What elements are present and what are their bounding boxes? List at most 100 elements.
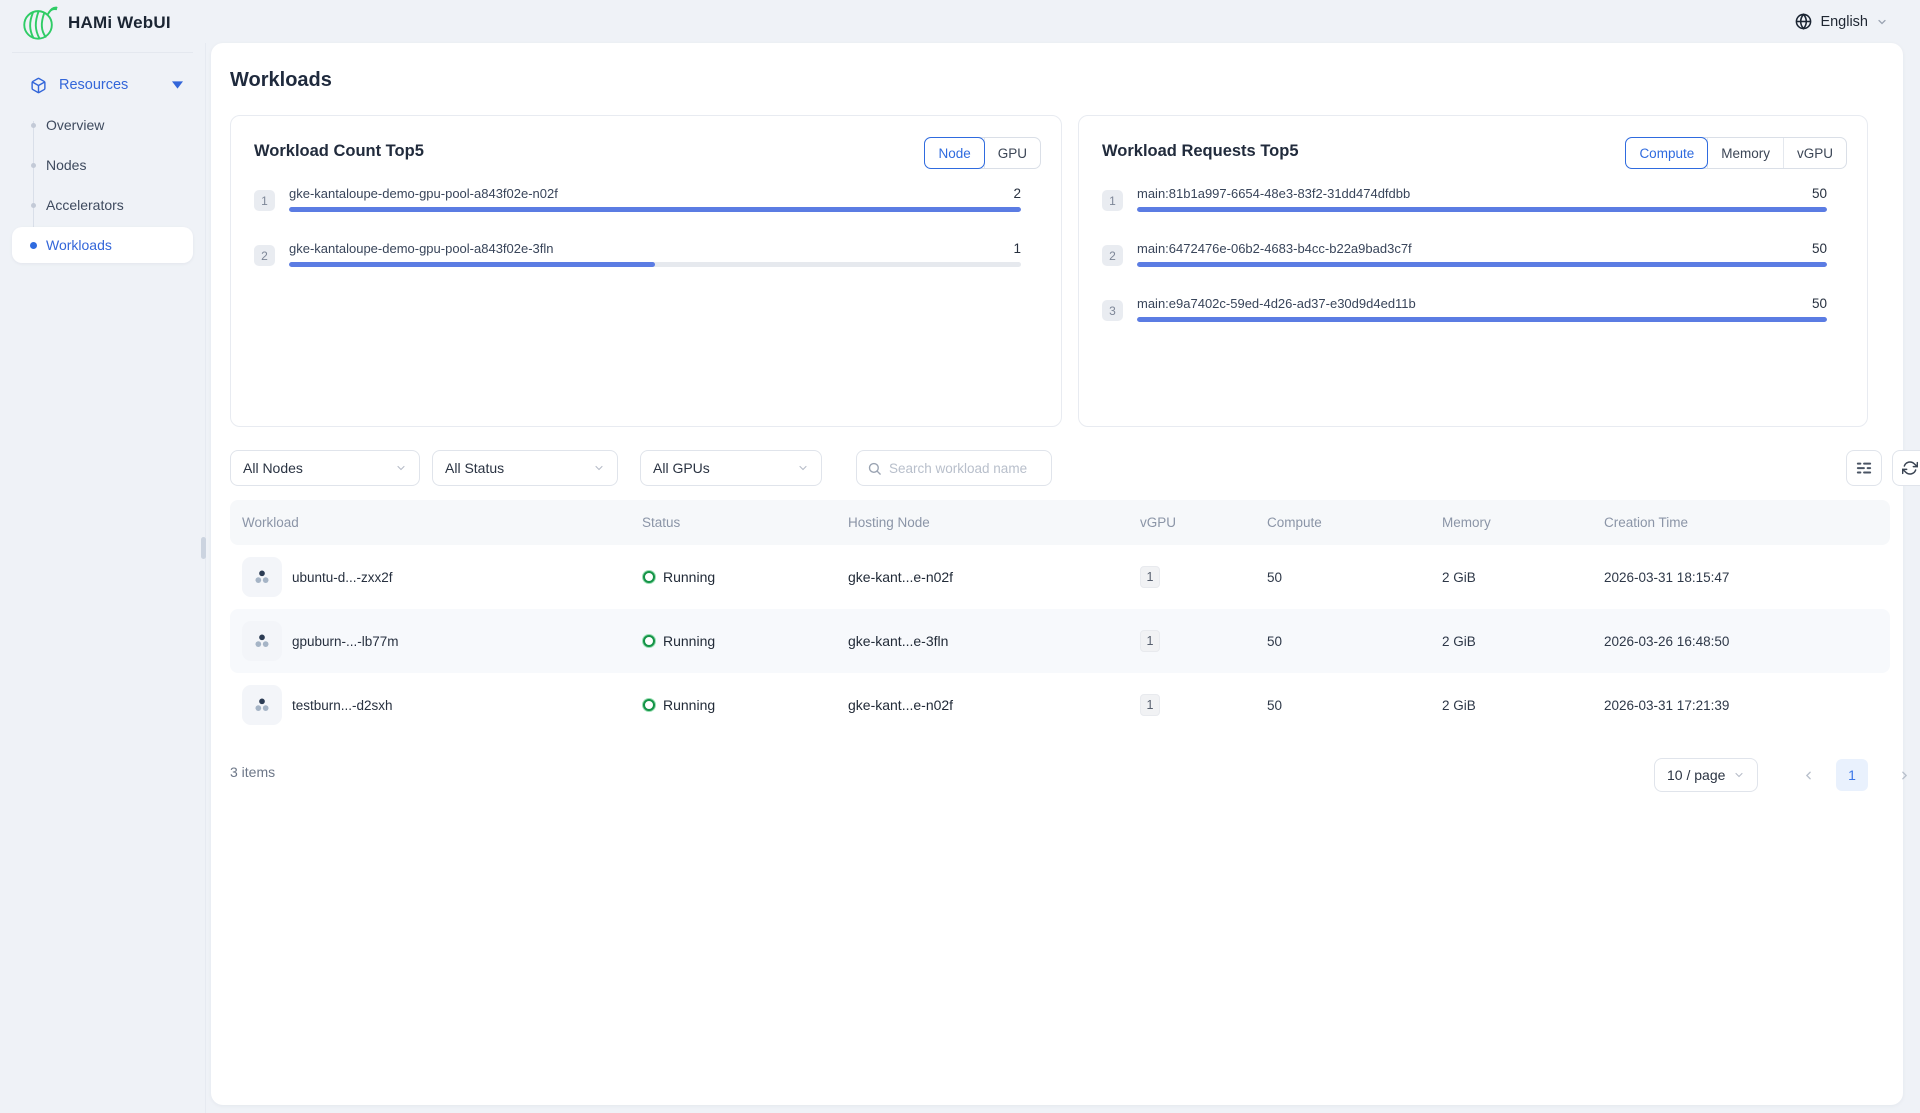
table-footer: 3 items 10 / page 1: [230, 755, 1884, 795]
status-filter-select[interactable]: All Status: [432, 450, 618, 486]
workload-avatar: [242, 557, 282, 597]
bar-fill: [289, 207, 1021, 212]
sidebar-content-divider: [205, 43, 206, 1113]
sidebar-item-accelerators[interactable]: Accelerators: [0, 185, 205, 225]
rank-badge: 1: [254, 190, 275, 211]
refresh-button[interactable]: [1892, 450, 1920, 486]
sidebar-section-label: Resources: [59, 77, 172, 93]
bar-track: [289, 262, 1021, 267]
nav-dot-icon: [31, 123, 36, 128]
table-row[interactable]: testburn...-d2sxh Running gke-kant...e-n…: [230, 673, 1890, 737]
count-toggle-group: Node GPU: [924, 137, 1041, 169]
rank-badge: 3: [1102, 300, 1123, 321]
rank-badge: 2: [1102, 245, 1123, 266]
nav-dot-icon: [30, 242, 37, 249]
list-item: 1 gke-kantaloupe-demo-gpu-pool-a843f02e-…: [254, 186, 1021, 241]
count-top5-list: 1 gke-kantaloupe-demo-gpu-pool-a843f02e-…: [254, 186, 1021, 296]
sidebar-item-workloads[interactable]: Workloads: [0, 225, 205, 265]
col-creation-time: Creation Time: [1592, 515, 1890, 530]
creation-time: 2026-03-31 18:15:47: [1592, 570, 1890, 585]
table-row[interactable]: gpuburn-...-lb77m Running gke-kant...e-3…: [230, 609, 1890, 673]
hami-logo-icon: [20, 4, 58, 42]
list-item: 1 main:81b1a997-6654-48e3-83f2-31dd474df…: [1102, 186, 1827, 241]
list-item: 3 main:e9a7402c-59ed-4d26-ad37-e30d9d4ed…: [1102, 296, 1827, 351]
toggle-node[interactable]: Node: [924, 137, 984, 169]
col-workload: Workload: [230, 515, 630, 530]
vgpu-badge: 1: [1140, 630, 1160, 652]
vgpu-badge: 1: [1140, 566, 1160, 588]
creation-time: 2026-03-26 16:48:50: [1592, 634, 1890, 649]
cube-icon: [30, 77, 47, 94]
globe-icon: [1795, 13, 1812, 30]
memory-value: 2 GiB: [1430, 570, 1592, 585]
language-selector[interactable]: English: [1795, 0, 1888, 43]
rank-badge: 2: [254, 245, 275, 266]
toggle-vgpu[interactable]: vGPU: [1783, 138, 1846, 168]
workload-name[interactable]: testburn...-d2sxh: [292, 698, 393, 713]
chevron-right-icon: [1898, 769, 1911, 782]
toggle-memory[interactable]: Memory: [1707, 138, 1783, 168]
column-settings-button[interactable]: [1846, 450, 1882, 486]
status-label: Running: [663, 697, 715, 713]
chevron-down-icon: [395, 462, 407, 474]
card-title: Workload Count Top5: [254, 142, 424, 161]
page-size-select[interactable]: 10 / page: [1654, 758, 1758, 792]
node-filter-select[interactable]: All Nodes: [230, 450, 420, 486]
filter-bar: All Nodes All Status All GPUs: [230, 450, 1884, 486]
chevron-down-icon: [1876, 16, 1888, 28]
sidebar-divider: [12, 52, 193, 53]
replicas-icon: [251, 694, 273, 716]
bar-track: [1137, 317, 1827, 322]
entry-name: main:81b1a997-6654-48e3-83f2-31dd474dfdb…: [1137, 186, 1410, 201]
col-memory: Memory: [1430, 515, 1592, 530]
compute-value: 50: [1255, 634, 1430, 649]
chevron-down-icon: [593, 462, 605, 474]
replicas-icon: [251, 630, 273, 652]
table-header: Workload Status Hosting Node vGPU Comput…: [230, 500, 1890, 545]
bar-fill: [1137, 317, 1827, 322]
sidebar-section-resources[interactable]: Resources: [12, 65, 193, 105]
workload-avatar: [242, 685, 282, 725]
entry-name: gke-kantaloupe-demo-gpu-pool-a843f02e-3f…: [289, 241, 554, 256]
search-icon: [867, 461, 882, 476]
status-label: Running: [663, 569, 715, 585]
entry-name: main:6472476e-06b2-4683-b4cc-b22a9bad3c7…: [1137, 241, 1412, 256]
app-title: HAMi WebUI: [68, 13, 171, 33]
page-title: Workloads: [230, 69, 332, 92]
search-input[interactable]: [889, 461, 1041, 476]
col-hosting-node: Hosting Node: [836, 515, 1128, 530]
chevron-left-icon: [1802, 769, 1815, 782]
rank-badge: 1: [1102, 190, 1123, 211]
entry-value: 50: [1812, 296, 1827, 311]
col-compute: Compute: [1255, 515, 1430, 530]
current-page-button[interactable]: 1: [1836, 759, 1868, 791]
gpu-filter-select[interactable]: All GPUs: [640, 450, 822, 486]
list-item: 2 gke-kantaloupe-demo-gpu-pool-a843f02e-…: [254, 241, 1021, 296]
workload-name[interactable]: gpuburn-...-lb77m: [292, 634, 399, 649]
workloads-table: Workload Status Hosting Node vGPU Comput…: [230, 500, 1890, 737]
running-status-icon: [642, 634, 656, 648]
next-page-button[interactable]: [1892, 763, 1916, 787]
splitter-drag-handle[interactable]: [201, 537, 206, 559]
chevron-down-icon: [797, 462, 809, 474]
sidebar-item-nodes[interactable]: Nodes: [0, 145, 205, 185]
running-status-icon: [642, 698, 656, 712]
top-bar: HAMi WebUI English: [0, 0, 1920, 43]
toggle-compute[interactable]: Compute: [1625, 137, 1708, 169]
sidebar-item-overview[interactable]: Overview: [0, 105, 205, 145]
entry-value: 2: [1013, 186, 1021, 201]
vgpu-badge: 1: [1140, 694, 1160, 716]
toggle-gpu[interactable]: GPU: [984, 138, 1040, 168]
entry-value: 50: [1812, 186, 1827, 201]
column-settings-icon: [1856, 460, 1872, 476]
bar-track: [1137, 207, 1827, 212]
refresh-icon: [1902, 460, 1918, 476]
list-item: 2 main:6472476e-06b2-4683-b4cc-b22a9bad3…: [1102, 241, 1827, 296]
prev-page-button[interactable]: [1796, 763, 1820, 787]
table-row[interactable]: ubuntu-d...-zxx2f Running gke-kant...e-n…: [230, 545, 1890, 609]
workload-count-top5-card: Workload Count Top5 Node GPU 1 gke-kanta…: [230, 115, 1062, 427]
running-status-icon: [642, 570, 656, 584]
workload-name[interactable]: ubuntu-d...-zxx2f: [292, 570, 393, 585]
col-vgpu: vGPU: [1128, 515, 1255, 530]
bar-fill: [1137, 207, 1827, 212]
